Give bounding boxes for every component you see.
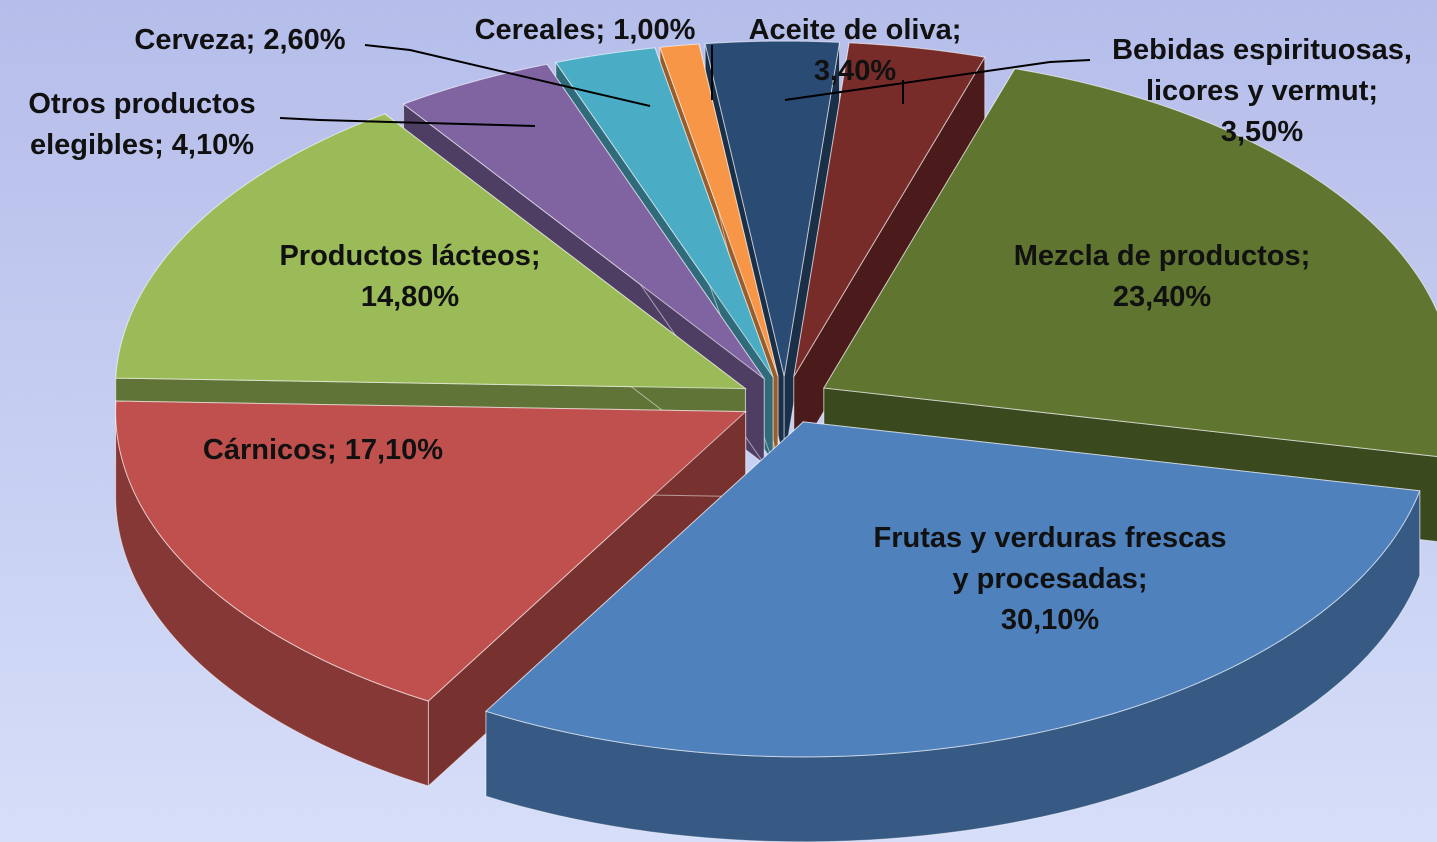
category-label: Frutas y verduras frescas y procesadas	[873, 522, 1226, 595]
category-label: Aceite de oliva	[749, 14, 962, 46]
value-label: 23,40%	[1112, 281, 1212, 313]
data-label: Aceite de oliva 3,40%	[715, 10, 995, 92]
slice	[823, 68, 1437, 458]
data-label: Cerveza2,60%	[90, 20, 390, 61]
value-label: 2,60%	[263, 24, 346, 56]
slice	[704, 40, 841, 377]
value-label: 3,40%	[813, 55, 897, 87]
slice	[115, 400, 747, 702]
value-label: 17,10%	[344, 434, 444, 466]
category-label: Productos lácteos	[279, 240, 540, 272]
slice	[115, 113, 747, 390]
data-label: Mezcla de productos 23,40%	[952, 236, 1372, 318]
data-label: Bebidas espirituosas, licores y vermut 3,…	[1082, 30, 1437, 153]
data-label: Frutas y verduras frescas y procesadas 30…	[870, 518, 1230, 641]
category-label: Cárnicos	[203, 434, 337, 466]
leader-line	[364, 44, 651, 107]
category-label: Mezcla de productos	[1014, 240, 1311, 272]
value-label: 3,50%	[1220, 116, 1304, 148]
data-label: Productos lácteos 14,80%	[230, 236, 590, 318]
slice	[793, 42, 986, 377]
pie	[115, 40, 1437, 842]
value-label: 30,10%	[1000, 604, 1100, 636]
slice	[484, 421, 1421, 758]
slice	[402, 63, 765, 380]
slice	[659, 43, 779, 377]
slice	[555, 47, 774, 378]
leader-line	[279, 117, 536, 127]
category-label: Cereales	[475, 14, 606, 46]
value-label: 14,80%	[360, 281, 460, 313]
data-label: Cárnicos17,10%	[123, 430, 523, 471]
category-label: Bebidas espirituosas, licores y vermut	[1112, 34, 1412, 107]
value-label: 4,10%	[171, 129, 255, 161]
value-label: 1,00%	[613, 14, 696, 46]
leader-lines	[279, 44, 1091, 127]
data-label: Otros productos elegibles4,10%	[0, 84, 287, 166]
leader-line	[784, 59, 1091, 101]
data-label: Cereales1,00%	[435, 10, 735, 51]
category-label: Cerveza	[134, 24, 255, 56]
